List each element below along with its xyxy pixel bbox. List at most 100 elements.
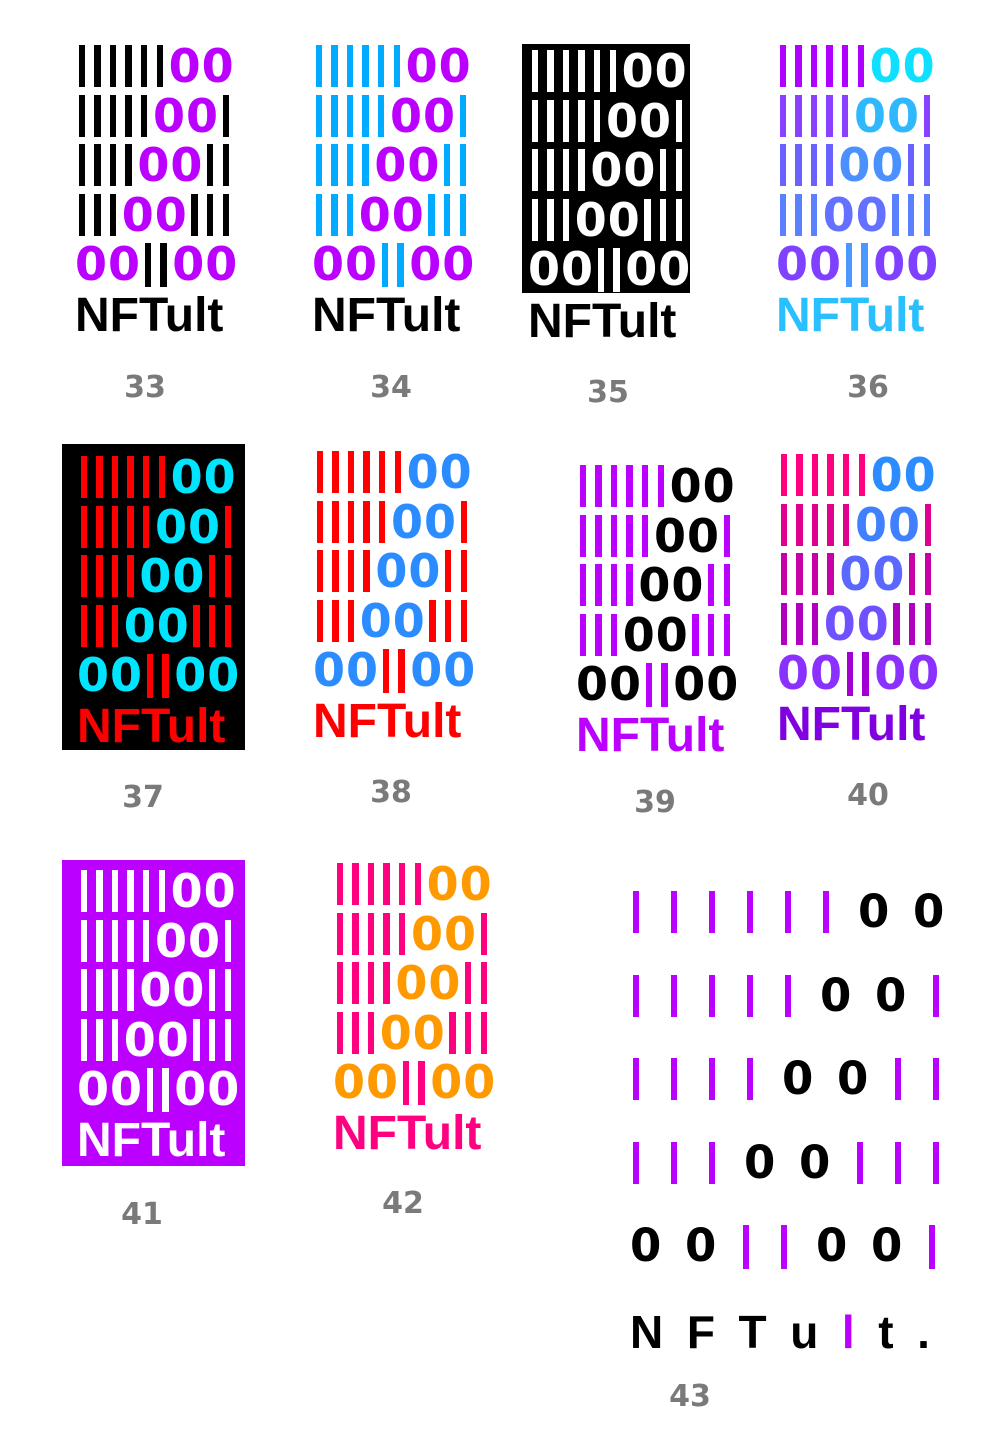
bar-mark [367,863,375,905]
logo-41-background [62,860,245,1166]
bar-glyph [656,149,670,192]
zero-glyph: 0 [623,143,656,198]
bar-glyph [374,94,388,137]
zero-glyph: 0 [590,143,623,198]
zero-glyph: 0 [870,448,903,502]
zero-glyph: 0 [187,913,220,968]
bar-glyph [638,465,652,507]
bar-mark [595,514,602,557]
bar-glyph [344,500,358,543]
zero-glyph: 0 [201,39,234,93]
bar-glyph [139,870,153,912]
bar-mark [610,465,618,507]
bar-mark [862,652,869,697]
bar-mark [336,863,344,905]
zero-glyph: 0 [625,242,658,297]
bar-glyph [668,1141,680,1184]
bar-glyph [528,198,542,241]
bar-glyph [157,243,171,288]
zero-glyph: 0 [121,187,154,242]
bar-glyph [312,193,326,236]
bar-glyph [349,863,363,905]
bar-glyph [190,1018,204,1061]
bar-glyph [364,912,378,955]
bar-mark [785,891,791,933]
bar-glyph [859,652,873,697]
bar-mark [531,99,539,142]
bar-glyph [793,602,807,645]
bar-mark [140,45,148,87]
bar-mark [796,454,803,496]
bar-mark [444,599,452,642]
logo-variant: 0 0 0 0 0 0 0 0 0 0 0 0 NFTult [777,448,940,749]
bar-mark [315,45,323,87]
bar-glyph [93,604,107,647]
bar-glyph [77,1018,91,1061]
bar-glyph [378,243,392,288]
zero-glyph: 0 [422,88,455,143]
bar-glyph [890,602,904,645]
variant-number-label: 34 [370,370,412,405]
bar-glyph [706,974,718,1017]
bar-glyph [782,891,794,933]
bar-mark [811,503,819,546]
bar-mark [796,503,803,546]
bar-mark [142,456,150,498]
wordmark: NFTult [313,694,462,748]
bar-mark [671,891,677,933]
bar-mark [111,919,119,962]
bar-glyph [905,602,919,645]
zero-glyph: 0 [430,1055,463,1110]
bar-mark [579,613,587,656]
bar-mark [795,94,802,137]
bar-mark [96,919,103,962]
bar-mark [675,149,683,192]
bar-mark [331,45,338,87]
zero-glyph: 0 [207,1062,240,1117]
bar-mark [316,550,324,593]
bar-glyph [143,1068,157,1113]
bar-mark [842,454,850,496]
zero-glyph: 0 [423,494,456,549]
bar-glyph [364,863,378,905]
bar-glyph [359,45,373,87]
variant-number-label: 42 [382,1186,424,1221]
bar-glyph [395,863,409,905]
logo-variant: 0 0 0 0 0 0 0 0 0 0 0 0 NFTult [75,39,238,340]
bar-mark [593,50,601,92]
bar-glyph [333,962,347,1005]
bar-mark [826,144,833,187]
zero-glyph: 0 [875,968,907,1022]
zero-glyph: 0 [902,39,935,93]
bar-mark [96,555,103,598]
bar-mark [111,555,119,598]
bar-glyph [576,514,590,557]
bar-mark [208,1018,216,1061]
bar-mark [531,149,539,192]
bar-mark [781,1225,787,1270]
bar-mark [671,974,677,1017]
bar-mark [747,974,753,1017]
zero-glyph: 0 [375,544,408,599]
bar-mark [531,50,539,92]
bar-glyph [777,602,791,645]
bar-glyph [461,1011,475,1054]
bar-mark [332,451,339,493]
bar-glyph [607,465,621,507]
bar-mark [378,451,386,493]
bar-mark [111,505,119,548]
bar-glyph [375,500,389,543]
bar-mark [858,454,866,496]
wordmark: NFTult [333,1106,482,1160]
bar-mark [140,94,148,137]
bar-glyph [807,193,821,236]
bar-mark [444,550,452,593]
bar-mark [895,1141,901,1184]
bar-mark [460,500,468,543]
bar-glyph [312,45,326,87]
